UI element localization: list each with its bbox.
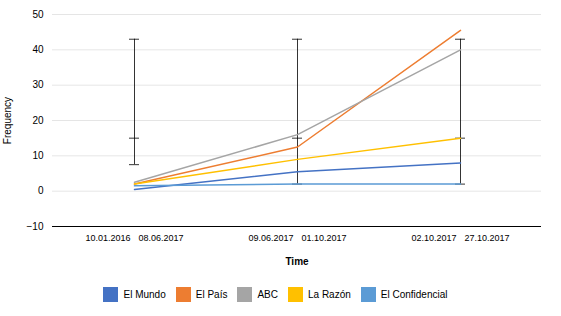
svg-text:20: 20 xyxy=(32,115,44,126)
svg-text:40: 40 xyxy=(32,44,44,55)
html-text:El Confidencial: El Confidencial xyxy=(380,289,448,300)
svg-text:Frequency: Frequency xyxy=(2,97,13,144)
html-text:El Mundo: El Mundo xyxy=(123,289,166,300)
svg-text:50: 50 xyxy=(32,9,44,20)
svg-text:10: 10 xyxy=(32,150,44,161)
html-text:El País: El País xyxy=(195,289,228,300)
svg-text:10.01.2016: 10.01.2016 xyxy=(85,233,130,243)
svg-text:02.10.2017: 02.10.2017 xyxy=(411,233,456,243)
svg-text:09.06.2017: 09.06.2017 xyxy=(248,233,293,243)
svg-text:Time: Time xyxy=(285,256,309,267)
html-text:La Razón: La Razón xyxy=(308,289,351,300)
svg-text:08.06.2017: 08.06.2017 xyxy=(139,233,184,243)
svg-text:27.10.2017: 27.10.2017 xyxy=(465,233,510,243)
svg-text:0: 0 xyxy=(38,185,44,196)
html-text:ABC: ABC xyxy=(257,289,278,300)
svg-text:01.10.2017: 01.10.2017 xyxy=(302,233,347,243)
svg-text:−10: −10 xyxy=(27,221,44,232)
svg-text:30: 30 xyxy=(32,79,44,90)
